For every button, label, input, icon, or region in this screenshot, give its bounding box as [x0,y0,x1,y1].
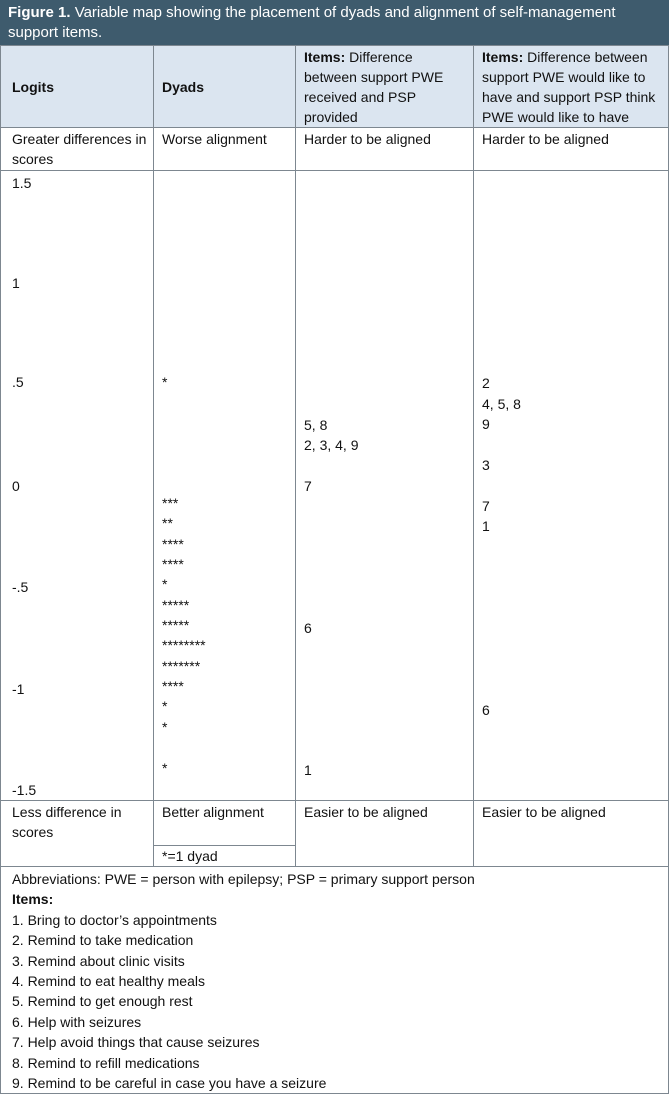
logits-entry: -1.5 [12,782,37,798]
rule [0,127,669,128]
figure-title: Variable map showing the placement of dy… [8,4,616,41]
header-cell: Difference between support PWE received … [304,49,444,125]
bottom-cell: Easier to be aligned [304,804,428,820]
rule [153,45,154,866]
rule [0,866,669,867]
dyads-entry: ***** [162,597,190,613]
header-cell: Difference between support PWE would lik… [482,49,656,125]
dyads-entry: * [162,698,168,714]
top-cell: Harder to be aligned [482,131,609,147]
rule [0,800,669,801]
logits-entry: .5 [12,374,24,390]
header-cell: Dyads [162,79,205,95]
rule [153,845,295,846]
dyads-entry: **** [162,556,184,572]
dyads-entry: **** [162,678,184,694]
item: 2. Remind to take medication [12,932,194,949]
items-like-entry: 4, 5, 8 [482,396,521,412]
dyads-entry: ******** [162,637,206,653]
top-cell: Worse alignment [162,131,267,147]
dyads-entry: * [162,719,168,735]
item: 8. Remind to refill medications [12,1054,200,1071]
items-heading: Items: [12,891,54,908]
dyads-entry: *** [162,495,179,511]
items-received-entry: 7 [304,478,312,494]
header-bold: Items: [482,49,524,65]
items-like-entry: 9 [482,416,490,432]
dyads-entry: ******* [162,658,201,674]
abbreviations: Abbreviations: PWE = person with epileps… [12,871,475,887]
logits-entry: 1.5 [12,175,32,191]
title-bar: Figure 1. Variable map showing the place… [0,0,669,45]
dyads-entry: ** [162,515,173,531]
rule [0,45,1,1094]
bottom-cell: Better alignment [162,804,264,820]
item: 1. Bring to doctor’s appointments [12,911,217,928]
items-received-entry: 2, 3, 4, 9 [304,437,359,453]
logits-entry: 0 [12,478,20,494]
header-cell: Logits [12,79,54,95]
item: 4. Remind to eat healthy meals [12,973,205,990]
logits-entry: -1 [12,681,25,697]
rule [473,45,474,866]
bottom-cell: Less difference in scores [12,804,122,840]
top-cell: Greater differences in scores [12,131,147,167]
footer: Abbreviations: PWE = person with epileps… [12,869,662,1093]
items-like-entry: 2 [482,375,490,391]
note: *=1 dyad [162,848,218,864]
figure-label: Figure 1. [8,4,71,21]
items-received-entry: 1 [304,762,312,778]
dyads-entry: ***** [162,617,190,633]
top-cell: Harder to be aligned [304,131,431,147]
items-like-entry: 3 [482,457,490,473]
logits-entry: 1 [12,275,20,291]
bottom-cell: Easier to be aligned [482,804,606,820]
item: 5. Remind to get enough rest [12,993,193,1010]
item: 3. Remind about clinic visits [12,952,185,969]
items-like-entry: 1 [482,518,490,534]
items-received-entry: 5, 8 [304,417,328,433]
dyads-entry: **** [162,536,184,552]
rule [0,45,669,46]
item: 7. Help avoid things that cause seizures [12,1034,260,1051]
rule [0,170,669,171]
dyads-entry: * [162,760,168,776]
header-row [0,45,669,127]
dyads-entry: * [162,576,168,592]
dyads-entry: * [162,374,168,390]
logits-entry: -.5 [12,579,29,595]
header-bold: Items: [304,49,346,65]
item: 9. Remind to be careful in case you have… [12,1075,327,1092]
rule [295,45,296,866]
item: 6. Help with seizures [12,1013,142,1030]
items-like-entry: 7 [482,498,490,514]
items-received-entry: 6 [304,620,312,636]
items-like-entry: 6 [482,702,490,718]
